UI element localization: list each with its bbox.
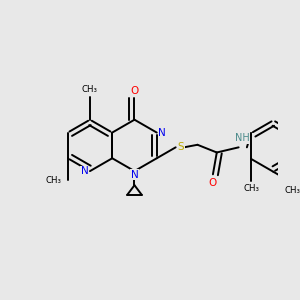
Text: CH₃: CH₃ xyxy=(82,85,98,94)
Text: NH: NH xyxy=(235,133,250,143)
Text: O: O xyxy=(209,178,217,188)
Text: O: O xyxy=(130,85,139,95)
Text: S: S xyxy=(178,142,184,152)
Text: N: N xyxy=(158,128,166,138)
Text: N: N xyxy=(130,170,138,180)
Text: CH₃: CH₃ xyxy=(284,185,300,194)
Text: CH₃: CH₃ xyxy=(243,184,259,193)
Text: CH₃: CH₃ xyxy=(45,176,61,184)
Text: N: N xyxy=(81,166,88,176)
